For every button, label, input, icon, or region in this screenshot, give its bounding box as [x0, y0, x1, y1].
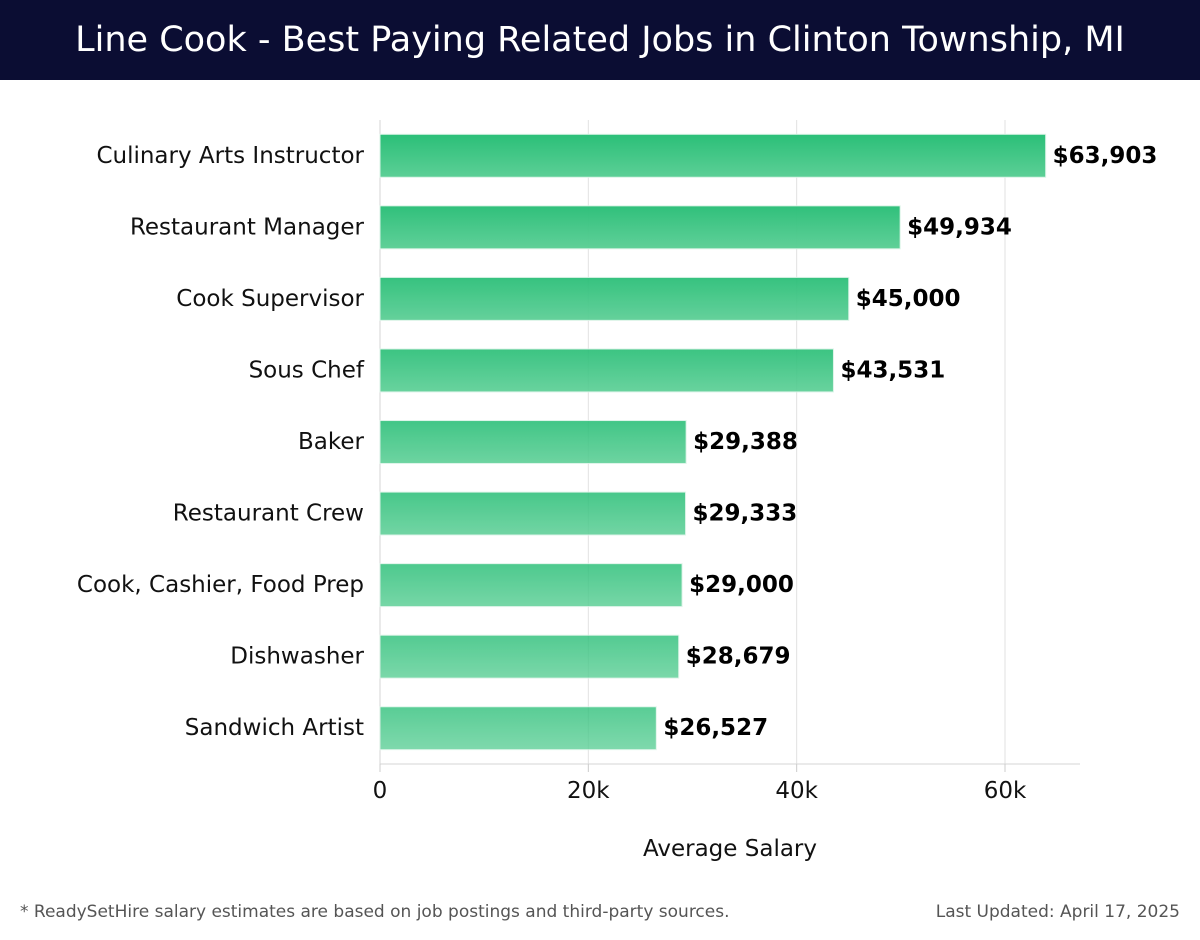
category-label: Cook Supervisor	[176, 286, 364, 312]
category-label: Sous Chef	[249, 357, 365, 383]
value-label: $43,531	[840, 357, 945, 383]
value-label: $45,000	[856, 286, 961, 312]
header-bar: Line Cook - Best Paying Related Jobs in …	[0, 0, 1200, 80]
bar-7	[379, 634, 680, 679]
category-label: Sandwich Artist	[185, 715, 364, 741]
value-label: $28,679	[686, 644, 791, 670]
bar-3	[379, 348, 834, 393]
bar-5	[379, 491, 687, 536]
footer: * ReadySetHire salary estimates are base…	[0, 896, 1200, 932]
x-tick-label: 60k	[984, 778, 1027, 804]
value-label: $63,903	[1053, 143, 1158, 169]
bar-2	[379, 276, 850, 321]
bar-4	[379, 420, 687, 464]
x-tick-label: 20k	[567, 778, 610, 804]
footnote: * ReadySetHire salary estimates are base…	[20, 902, 730, 922]
category-label: Culinary Arts Instructor	[96, 143, 364, 169]
value-label: $26,527	[663, 715, 768, 741]
value-label: $29,000	[689, 572, 794, 598]
category-label: Dishwasher	[230, 644, 364, 670]
value-label: $49,934	[907, 214, 1012, 240]
category-label: Cook, Cashier, Food Prep	[77, 572, 364, 598]
page-title: Line Cook - Best Paying Related Jobs in …	[75, 20, 1125, 60]
bar-0	[379, 133, 1047, 178]
category-label: Restaurant Crew	[173, 501, 364, 527]
x-axis-title: Average Salary	[643, 836, 817, 862]
category-label: Baker	[298, 429, 365, 455]
x-tick-label: 0	[373, 778, 388, 804]
x-tick-label: 40k	[775, 778, 818, 804]
value-label: $29,388	[693, 429, 798, 455]
bar-8	[379, 706, 657, 751]
category-label: Restaurant Manager	[130, 214, 365, 240]
last-updated: Last Updated: April 17, 2025	[935, 902, 1180, 922]
bar-6	[379, 563, 683, 608]
bar-1	[379, 205, 901, 250]
value-label: $29,333	[693, 501, 798, 527]
salary-bar-chart: Culinary Arts Instructor $63,903 Restauran…	[77, 120, 1158, 862]
